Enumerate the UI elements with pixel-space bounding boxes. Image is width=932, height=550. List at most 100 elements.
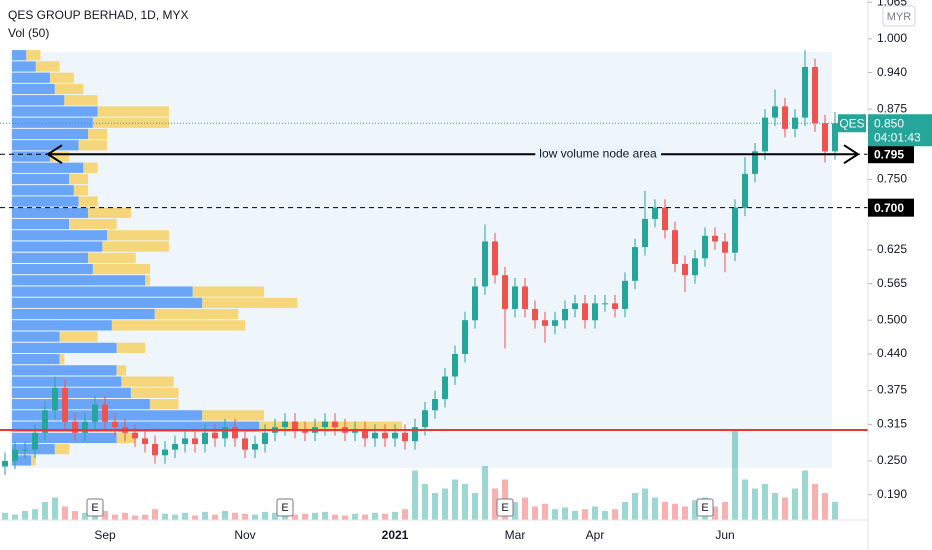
profile-up bbox=[12, 331, 60, 342]
candle-body bbox=[802, 66, 808, 118]
volume-bar bbox=[742, 479, 748, 520]
profile-down bbox=[88, 252, 136, 263]
currency-button[interactable] bbox=[882, 5, 916, 27]
profile-up bbox=[12, 308, 155, 320]
candle-body bbox=[382, 432, 388, 439]
candle-body bbox=[732, 207, 738, 253]
volume-bar bbox=[792, 488, 798, 520]
profile-down bbox=[54, 444, 70, 455]
candle-body bbox=[282, 421, 288, 428]
candle-body bbox=[522, 286, 528, 309]
candle-body bbox=[472, 286, 478, 321]
candle-body bbox=[672, 230, 678, 264]
candle-body bbox=[182, 438, 188, 445]
candle-body bbox=[622, 280, 628, 309]
volume-bar bbox=[202, 511, 208, 520]
volume-bar bbox=[642, 488, 648, 520]
volume-bar bbox=[812, 484, 818, 520]
candle-body bbox=[742, 173, 748, 208]
candle-body bbox=[682, 263, 688, 276]
profile-down bbox=[121, 376, 174, 387]
profile-up bbox=[12, 117, 93, 128]
volume-bar bbox=[342, 515, 348, 520]
candle-body bbox=[412, 427, 418, 442]
profile-up bbox=[12, 455, 32, 466]
profile-up bbox=[12, 207, 89, 218]
profile-down bbox=[73, 185, 89, 196]
volume-bar bbox=[152, 509, 158, 520]
volume-bar bbox=[162, 513, 168, 520]
symbol-label: QES bbox=[839, 116, 864, 130]
profile-up bbox=[12, 95, 65, 106]
candle-body bbox=[832, 123, 838, 152]
volume-bar bbox=[192, 515, 198, 520]
candle-body bbox=[582, 303, 588, 321]
volume-bar bbox=[572, 511, 578, 520]
candle-body bbox=[442, 376, 448, 400]
candle-body bbox=[652, 207, 658, 219]
profile-down bbox=[78, 140, 108, 151]
y-tick-label: 0.190 bbox=[877, 487, 907, 501]
profile-down bbox=[97, 106, 169, 117]
candle-body bbox=[202, 432, 208, 445]
candle-body bbox=[292, 421, 298, 430]
volume-label: Vol (50) bbox=[8, 26, 49, 40]
profile-up bbox=[12, 61, 36, 72]
currency[interactable]: MYR bbox=[887, 11, 912, 23]
profile-up bbox=[12, 365, 117, 376]
candle-body bbox=[232, 427, 238, 439]
volume-bar bbox=[782, 497, 788, 520]
profile-down bbox=[88, 128, 108, 140]
volume-bar bbox=[132, 515, 138, 520]
earnings-label: E bbox=[701, 502, 708, 514]
profile-up bbox=[12, 275, 146, 286]
volume-bar bbox=[452, 479, 458, 520]
volume-bar bbox=[232, 512, 238, 520]
candle-body bbox=[112, 421, 118, 428]
candle-body bbox=[562, 308, 568, 321]
volume-bar bbox=[312, 512, 318, 520]
symbol-box bbox=[838, 114, 866, 133]
profile-down bbox=[202, 297, 298, 308]
volume-bar bbox=[182, 512, 188, 520]
volume-bar bbox=[242, 513, 248, 520]
candle-body bbox=[302, 429, 308, 433]
y-tick-label: 0.750 bbox=[877, 172, 907, 186]
volume-bar bbox=[2, 512, 8, 520]
candle-body bbox=[692, 258, 698, 276]
candle-body bbox=[22, 449, 28, 451]
volume-bar bbox=[222, 511, 228, 520]
profile-up bbox=[12, 286, 193, 297]
volume-bar bbox=[422, 484, 428, 520]
volume-bar bbox=[32, 509, 38, 520]
volume-bar bbox=[112, 514, 118, 520]
profile-up bbox=[12, 421, 260, 432]
profile-down bbox=[259, 421, 402, 432]
profile-down bbox=[83, 162, 98, 173]
volume-bar bbox=[82, 512, 88, 520]
candle-body bbox=[152, 444, 158, 456]
candle-body bbox=[332, 421, 338, 428]
profile-down bbox=[26, 50, 41, 61]
candle-body bbox=[782, 106, 788, 129]
profile-down bbox=[102, 241, 169, 252]
volume-bar bbox=[52, 497, 58, 520]
candle-body bbox=[432, 399, 438, 411]
earnings-marker bbox=[696, 498, 714, 517]
volume-bar bbox=[362, 514, 368, 520]
y-tick-label: 0.375 bbox=[877, 383, 907, 397]
level-label: 0.700 bbox=[874, 201, 904, 215]
volume-bar bbox=[432, 493, 438, 520]
candle-body bbox=[252, 444, 258, 450]
volume-bar bbox=[122, 512, 128, 520]
y-tick-label: 0.440 bbox=[877, 346, 907, 360]
profile-up bbox=[12, 263, 93, 275]
level-label-box bbox=[868, 145, 914, 164]
candle-body bbox=[162, 449, 168, 456]
profile-up bbox=[12, 241, 103, 252]
candle-body bbox=[502, 275, 508, 309]
arrow-head bbox=[843, 144, 860, 165]
profile-down bbox=[59, 353, 65, 365]
volume-bar bbox=[712, 506, 718, 520]
profile-up bbox=[12, 432, 117, 444]
